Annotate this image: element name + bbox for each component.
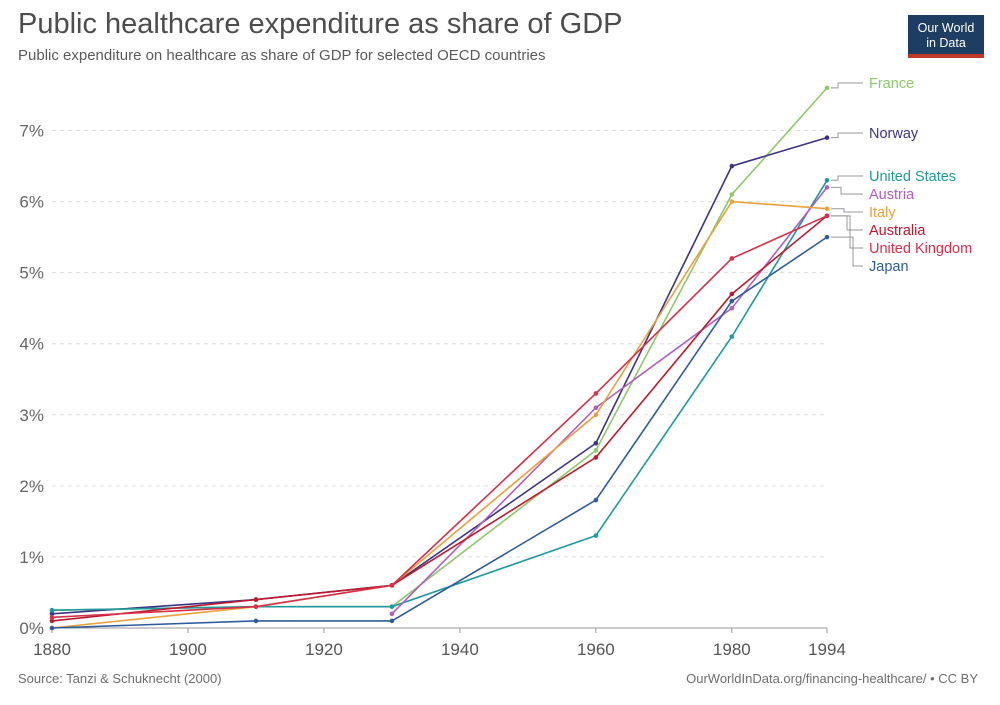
data-point [824,135,830,140]
series-line-united-kingdom [51,215,828,619]
data-point [593,533,599,538]
y-tick-label: 6% [19,193,44,212]
series-line-norway [51,136,828,615]
data-point [729,192,735,197]
data-point [729,256,735,261]
x-tick-label: 1900 [169,640,207,659]
x-tick-label: 1980 [713,640,751,659]
x-tick-label: 1960 [577,640,615,659]
data-point [49,611,55,617]
legend-label: France [869,76,914,92]
y-tick-label: 7% [19,122,44,141]
data-point [824,213,830,219]
data-point [729,334,735,339]
legend-label: Japan [869,259,909,275]
data-point [253,604,259,609]
series-line-austria [391,186,828,615]
legend-connector [831,236,863,267]
chart-subtitle: Public expenditure on healthcare as shar… [18,47,546,64]
logo-accent-bar [908,54,984,58]
data-point [729,291,735,297]
legend-connector [831,186,863,195]
series-line-italy [51,200,828,629]
legend-connector [831,82,863,89]
data-point [49,625,55,631]
x-tick-label: 1920 [305,640,343,659]
legend-connector [831,215,863,249]
legend-label: Austria [869,187,915,203]
data-point [593,497,599,503]
y-tick-label: 0% [19,619,44,638]
data-point [593,391,599,396]
legend-connector [831,215,863,231]
legend-connector [831,175,863,181]
data-point [824,234,830,240]
data-point [729,305,735,311]
data-point [389,583,395,588]
x-tick-label: 1994 [808,640,846,659]
data-point [593,448,599,453]
data-point [593,440,599,446]
data-point [824,206,830,212]
source-note: Source: Tanzi & Schuknecht (2000) [18,671,222,686]
logo-line-1: Our World [917,21,975,35]
series-line-united-states [51,179,828,612]
data-point [49,615,55,620]
y-tick-label: 2% [19,477,44,496]
legend-connector [831,208,863,213]
y-tick-label: 5% [19,264,44,283]
data-point [389,618,395,624]
license-link[interactable]: OurWorldInData.org/financing-healthcare/… [686,671,978,686]
data-point [593,455,599,460]
data-point [253,618,259,624]
series-line-france [51,87,828,612]
data-point [824,177,830,183]
owid-logo[interactable]: Our World in Data [908,15,984,58]
series-line-japan [51,236,828,629]
data-point [729,199,735,204]
y-tick-label: 3% [19,406,44,425]
x-tick-label: 1940 [441,640,479,659]
data-point [389,611,395,617]
legend-label: United Kingdom [869,241,972,257]
legend-label: Australia [869,223,926,239]
series-line-australia [51,215,828,622]
data-point [49,618,55,624]
chart-title: Public healthcare expenditure as share o… [18,8,623,40]
data-point [824,185,830,190]
legend-label: United States [869,169,956,185]
data-point [593,412,599,418]
data-point [824,85,830,91]
data-point [49,607,55,613]
data-point [729,163,735,169]
x-tick-label: 1880 [33,640,71,659]
logo-line-2: in Data [926,36,966,50]
legend-connector [831,132,863,139]
data-point [593,405,599,410]
y-tick-label: 1% [19,548,44,567]
data-point [253,597,259,602]
legend-label: Italy [869,205,896,221]
data-point [389,604,395,609]
y-tick-label: 4% [19,335,44,354]
legend-label: Norway [869,126,919,142]
data-point [729,298,735,304]
